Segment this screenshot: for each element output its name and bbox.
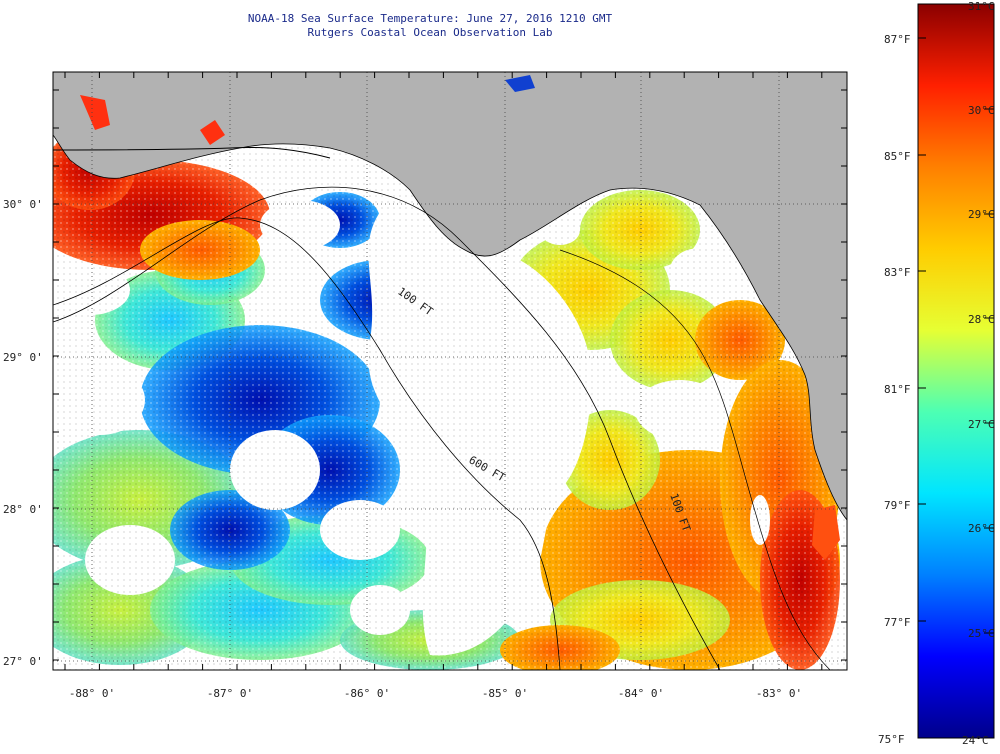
lat-label: 27° 0' xyxy=(3,655,43,668)
sst-field: 100 FT 600 FT 100 FT xyxy=(53,72,847,670)
colorbar xyxy=(917,3,995,739)
colorbar-fahrenheit-label: 75°F xyxy=(878,733,905,746)
depth-contour-600ft xyxy=(53,217,561,670)
colorbar-fahrenheit-label: 77°F xyxy=(884,616,911,629)
colorbar-fahrenheit-label: 81°F xyxy=(884,383,911,396)
colorbar-fahrenheit-label: 87°F xyxy=(884,33,911,46)
lake-water xyxy=(505,75,535,92)
depth-contour-100ft xyxy=(53,186,721,670)
lon-label: -83° 0' xyxy=(756,687,802,700)
colorbar-fahrenheit-label: 85°F xyxy=(884,150,911,163)
lat-label: 29° 0' xyxy=(3,351,43,364)
graticule xyxy=(53,72,847,670)
lon-label: -85° 0' xyxy=(482,687,528,700)
colorbar-celsius-label: 26°C xyxy=(968,522,995,535)
map-title: NOAA-18 Sea Surface Temperature: June 27… xyxy=(247,12,613,25)
map-subtitle: Rutgers Coastal Ocean Observation Lab xyxy=(307,26,553,39)
colorbar-celsius-label: 25°C xyxy=(968,627,995,640)
colorbar-ticks xyxy=(918,3,994,739)
land-mass xyxy=(53,72,847,521)
colorbar-celsius-label: 30°C xyxy=(968,104,995,117)
colorbar-celsius-label: 31°C xyxy=(968,0,995,13)
colorbar-celsius-label: 29°C xyxy=(968,208,995,221)
barrier-coastline xyxy=(53,146,331,159)
axis-ticks xyxy=(53,72,847,670)
depth-contour-shelf xyxy=(559,249,831,670)
lon-label: -86° 0' xyxy=(344,687,390,700)
lat-label: 28° 0' xyxy=(3,503,43,516)
lon-label: -84° 0' xyxy=(618,687,664,700)
bay-warm-water xyxy=(80,95,225,145)
colorbar-fahrenheit-label: 79°F xyxy=(884,499,911,512)
lon-label: -88° 0' xyxy=(69,687,115,700)
colorbar-celsius-label: 28°C xyxy=(968,313,995,326)
colorbar-celsius-label: 27°C xyxy=(968,418,995,431)
colorbar-celsius-label: 24°C xyxy=(962,734,989,747)
lon-label: -87° 0' xyxy=(207,687,253,700)
latitude-labels: 30° 0' 29° 0' 28° 0' 27° 0' xyxy=(3,198,43,668)
tampa-bay xyxy=(812,505,840,560)
longitude-labels: -88° 0' -87° 0' -86° 0' -85° 0' -84° 0' … xyxy=(69,687,802,700)
plot-frame xyxy=(52,71,848,671)
lat-label: 30° 0' xyxy=(3,198,43,211)
colorbar-fahrenheit-label: 83°F xyxy=(884,266,911,279)
